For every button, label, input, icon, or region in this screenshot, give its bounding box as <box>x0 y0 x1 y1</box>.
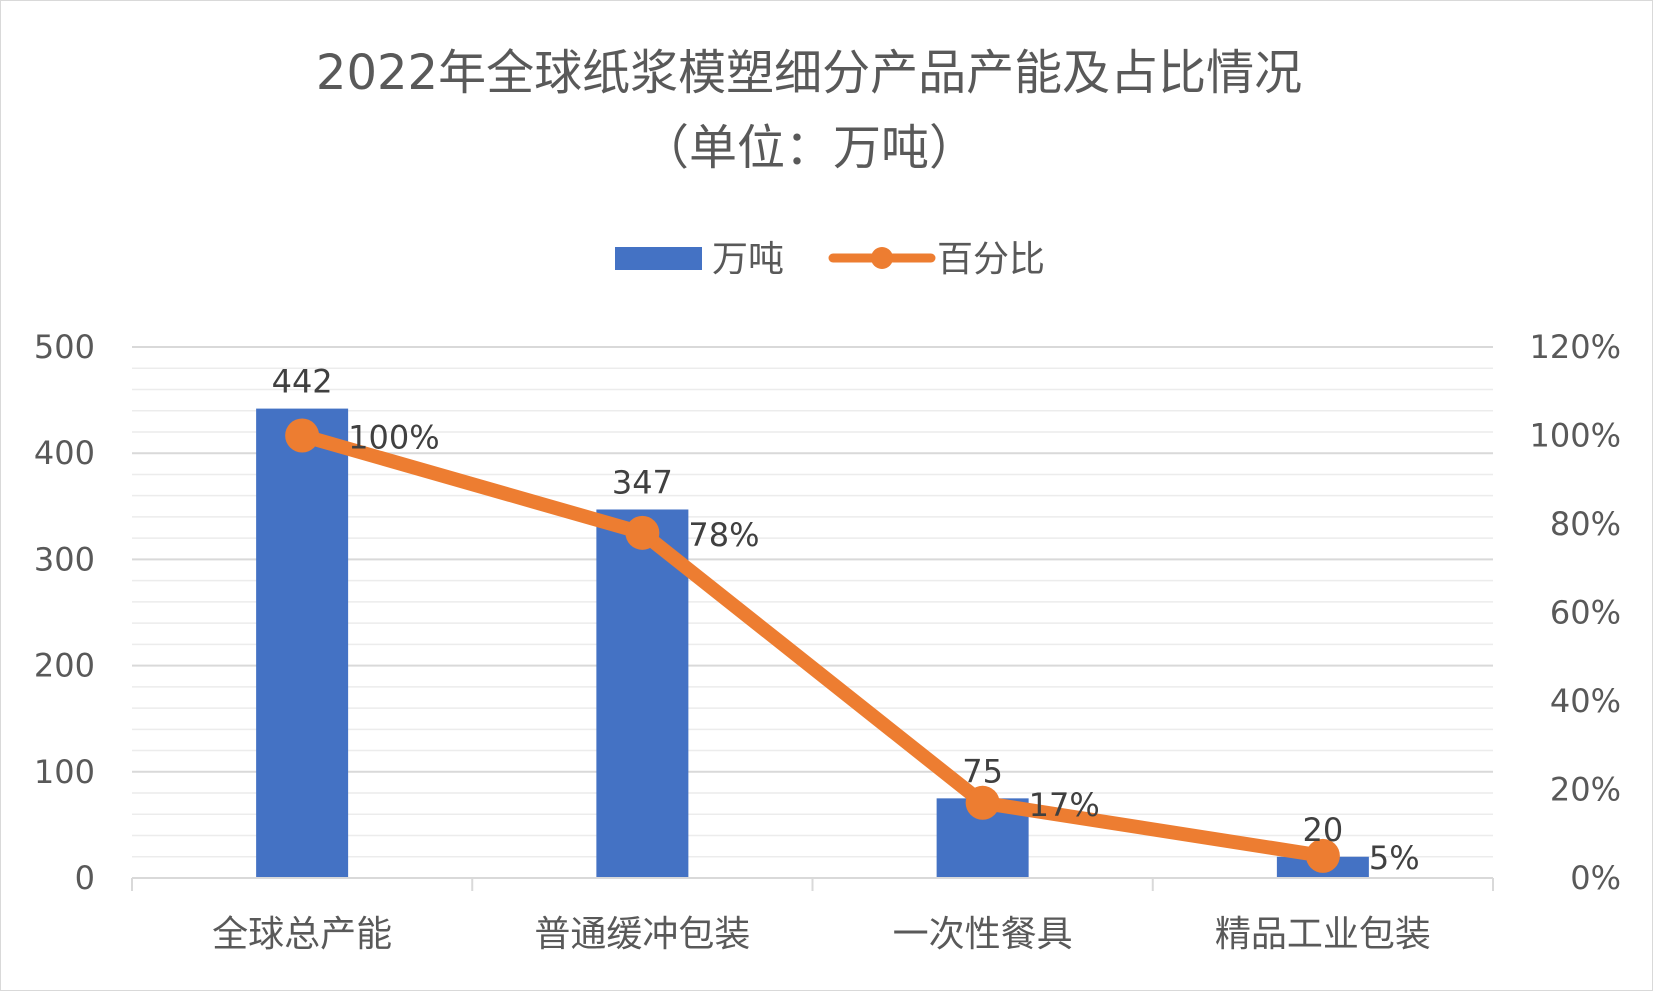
y-left-tick-3: 300 <box>34 540 95 578</box>
category-label-2: 一次性餐具 <box>893 914 1073 955</box>
bar-value-label-2: 75 <box>962 752 1003 790</box>
y-right-tick-0: 0% <box>1570 859 1621 897</box>
line-series <box>285 418 1340 873</box>
bar-value-label-0: 442 <box>272 363 333 401</box>
y-left-tick-5: 500 <box>34 328 95 366</box>
y-right-tick-5: 100% <box>1530 417 1621 455</box>
category-label-3: 精品工业包装 <box>1215 914 1431 955</box>
y-right-tick-2: 40% <box>1550 682 1621 720</box>
bar-value-label-3: 20 <box>1303 811 1344 849</box>
y-left-tick-2: 200 <box>34 647 95 685</box>
category-label-0: 全球总产能 <box>212 914 392 955</box>
line-marker-1 <box>625 515 660 550</box>
bars <box>256 408 1369 878</box>
legend-swatch-bar <box>615 247 702 270</box>
y-right-tick-1: 20% <box>1550 771 1621 809</box>
y-left-tick-4: 400 <box>34 434 95 472</box>
y-left-tick-0: 0 <box>75 859 95 897</box>
bar-0 <box>256 408 349 878</box>
line-marker-0 <box>285 418 320 453</box>
line-value-label-0: 100% <box>348 419 439 457</box>
category-label-1: 普通缓冲包装 <box>534 914 750 955</box>
y-left-tick-1: 100 <box>34 753 95 791</box>
chart-subtitle: （单位：万吨） <box>641 120 977 176</box>
legend-label-bar: 万吨 <box>712 239 784 280</box>
y-right-tick-3: 60% <box>1550 594 1621 632</box>
x-axis: 全球总产能 普通缓冲包装 一次性餐具 精品工业包装 <box>131 877 1494 955</box>
legend-swatch-marker <box>871 247 893 269</box>
y-right-tick-6: 120% <box>1530 328 1621 366</box>
data-labels: 442 347 75 20 100% 78% 17% 5% <box>272 363 1420 877</box>
bar-value-label-1: 347 <box>612 463 673 501</box>
line-marker-3 <box>1305 838 1340 873</box>
y-right-tick-4: 80% <box>1550 505 1621 543</box>
y-axis-right: 0% 20% 40% 60% 80% 100% 120% <box>1530 328 1621 897</box>
chart-title: 2022年全球纸浆模塑细分产品产能及占比情况 <box>316 45 1302 101</box>
gridlines <box>132 346 1493 858</box>
bar-1 <box>596 509 689 878</box>
line-marker-2 <box>965 785 1000 820</box>
legend-label-line: 百分比 <box>937 239 1045 280</box>
y-axis-left: 0 100 200 300 400 500 <box>34 328 95 897</box>
line-value-label-3: 5% <box>1369 839 1420 877</box>
legend: 万吨 百分比 <box>615 239 1045 280</box>
line-path <box>295 428 1330 863</box>
line-value-label-1: 78% <box>688 516 759 554</box>
line-value-label-2: 17% <box>1029 786 1100 824</box>
chart-title-group: 2022年全球纸浆模塑细分产品产能及占比情况 （单位：万吨） <box>316 45 1302 176</box>
